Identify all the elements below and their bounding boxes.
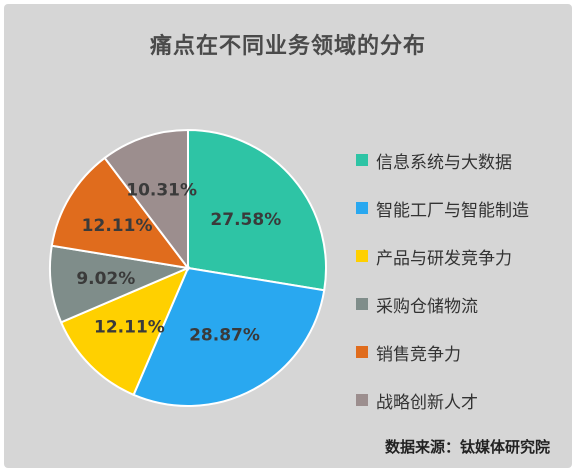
pie-data-label-5: 10.31% (126, 181, 197, 201)
pie-slice-5 (103, 128, 189, 271)
legend-swatch (356, 202, 368, 214)
pie-data-label-1: 28.87% (189, 326, 260, 346)
pie-slice-2 (59, 266, 190, 397)
pie-data-label-0: 27.58% (210, 210, 281, 230)
pie-slice-0 (187, 128, 327, 292)
legend-item-1: 智能工厂与智能制造 (356, 184, 529, 232)
legend-item-5: 战略创新人才 (356, 376, 529, 424)
legend-swatch (356, 154, 368, 166)
legend-item-4: 销售竞争力 (356, 328, 529, 376)
legend-label: 战略创新人才 (376, 392, 478, 413)
source-note: 数据来源：钛媒体研究院 (384, 438, 550, 456)
pie-slice-1 (132, 266, 326, 407)
legend-swatch (356, 250, 368, 262)
legend-item-2: 产品与研发竞争力 (356, 232, 529, 280)
legend-label: 信息系统与大数据 (376, 152, 512, 173)
legend-swatch (356, 394, 368, 406)
pie-data-label-2: 12.11% (94, 318, 165, 338)
legend-label: 采购仓储物流 (376, 296, 478, 317)
chart-title: 痛点在不同业务领域的分布 (149, 34, 426, 59)
pie-slice-4 (50, 156, 191, 270)
legend-label: 产品与研发竞争力 (376, 248, 512, 269)
legend-label: 智能工厂与智能制造 (376, 200, 529, 221)
legend-item-0: 信息系统与大数据 (356, 136, 529, 184)
legend-item-3: 采购仓储物流 (356, 280, 529, 328)
legend-swatch (356, 298, 368, 310)
pie-data-label-3: 9.02% (76, 269, 135, 289)
legend: 信息系统与大数据 智能工厂与智能制造 产品与研发竞争力 采购仓储物流 销售竞争力战略创新… (356, 136, 529, 424)
pie-data-label-4: 12.11% (82, 216, 153, 236)
legend-label: 销售竞争力 (376, 344, 461, 365)
legend-swatch (356, 346, 368, 358)
